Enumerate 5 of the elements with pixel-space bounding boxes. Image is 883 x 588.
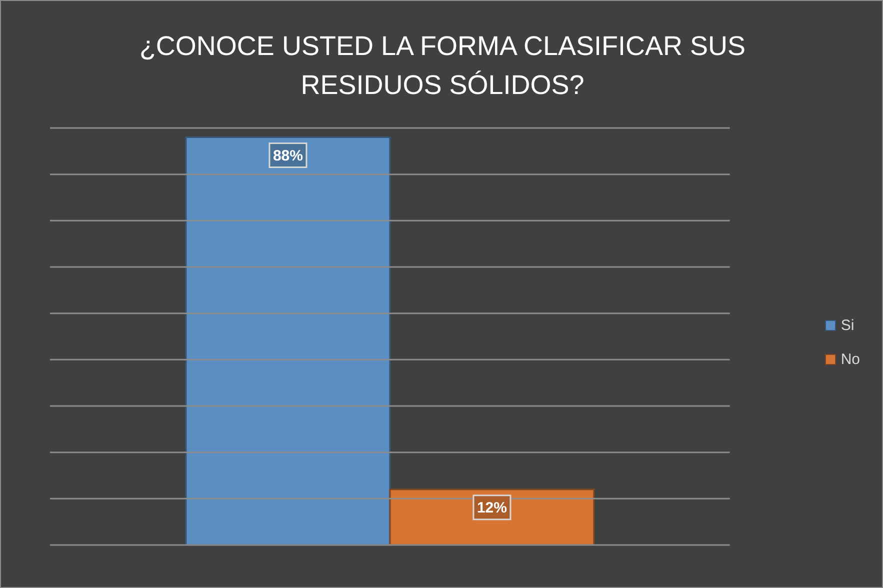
chart-title: ¿CONOCE USTED LA FORMA CLASIFICAR SUS RESIDUOS SÓLIDOS?	[138, 30, 747, 102]
legend-label: No	[840, 350, 860, 368]
legend-label: Si	[840, 316, 854, 334]
data-label: 88%	[272, 147, 303, 164]
data-label: 12%	[476, 499, 507, 516]
